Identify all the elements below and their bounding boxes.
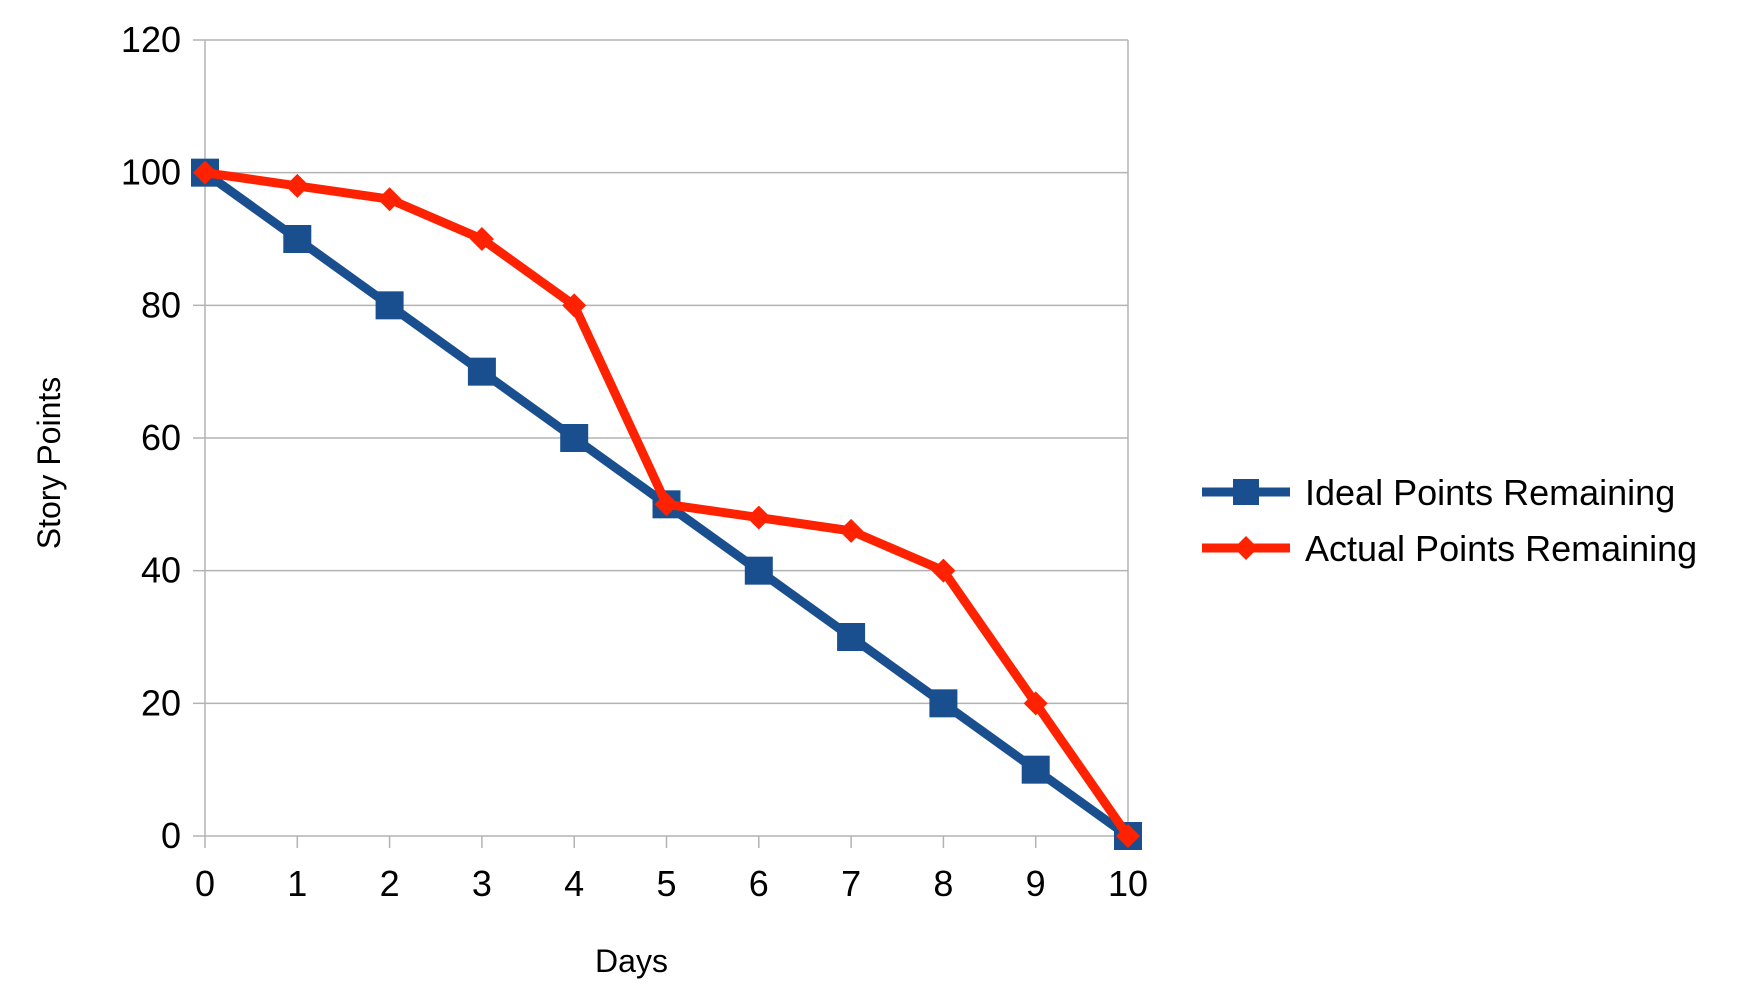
legend-item-ideal: Ideal Points Remaining	[1202, 472, 1675, 513]
gridlines	[205, 39, 1128, 837]
legend-item-actual: Actual Points Remaining	[1202, 528, 1697, 569]
y-tick-label-0: 0	[161, 815, 181, 856]
series-1-point-6	[746, 505, 771, 530]
series-1-point-7	[839, 518, 864, 543]
series-0-point-3	[467, 357, 496, 386]
x-tick-label-4: 4	[564, 863, 584, 904]
legend-marker-actual	[1234, 536, 1258, 560]
series-0-point-8	[929, 689, 958, 718]
x-tick-label-0: 0	[195, 863, 215, 904]
y-tick-label-80: 80	[141, 284, 181, 325]
y-axis-title: Story Points	[31, 377, 67, 550]
y-tick-label-20: 20	[141, 682, 181, 723]
series-1-point-9	[1023, 691, 1048, 716]
x-tick-label-3: 3	[472, 863, 492, 904]
legend-label-actual: Actual Points Remaining	[1305, 528, 1697, 569]
series-1-point-5	[654, 492, 679, 517]
x-tick-label-7: 7	[841, 863, 861, 904]
series-1-point-10	[1116, 824, 1140, 848]
x-tick-label-1: 1	[287, 863, 307, 904]
legend-marker-ideal	[1233, 479, 1259, 505]
x-tick-label-5: 5	[656, 863, 676, 904]
legend: Ideal Points Remaining Actual Points Rem…	[1202, 472, 1697, 569]
series-0-point-6	[744, 556, 773, 585]
x-tick-label-8: 8	[933, 863, 953, 904]
series-1-point-4	[562, 293, 587, 318]
series-0-point-9	[1021, 755, 1050, 784]
series-1-point-3	[469, 227, 494, 251]
series-lines	[191, 158, 1142, 850]
series-0-point-2	[375, 291, 404, 320]
x-tick-label-2: 2	[380, 863, 400, 904]
series-0-point-4	[560, 424, 589, 452]
series-0-point-7	[837, 623, 866, 651]
x-tick-label-6: 6	[749, 863, 769, 904]
x-tick-label-9: 9	[1026, 863, 1046, 904]
y-tick-label-120: 120	[121, 19, 181, 60]
x-tick-label-10: 10	[1108, 863, 1148, 904]
series-1-point-0	[193, 160, 217, 185]
legend-label-ideal: Ideal Points Remaining	[1305, 472, 1675, 513]
series-1-point-1	[285, 173, 310, 198]
series-1-point-2	[377, 187, 402, 212]
y-tick-label-60: 60	[141, 417, 181, 458]
series-1-point-8	[931, 558, 956, 583]
y-tick-label-100: 100	[121, 152, 181, 193]
tick-labels: 0 20 40 60 80 100 120 0 1 2 3 4 5 6 7 8 9 10	[121, 19, 1148, 904]
x-axis-title: Days	[595, 943, 668, 979]
y-tick-label-40: 40	[141, 550, 181, 591]
series-0-point-1	[283, 225, 312, 253]
axes	[193, 39, 1129, 848]
